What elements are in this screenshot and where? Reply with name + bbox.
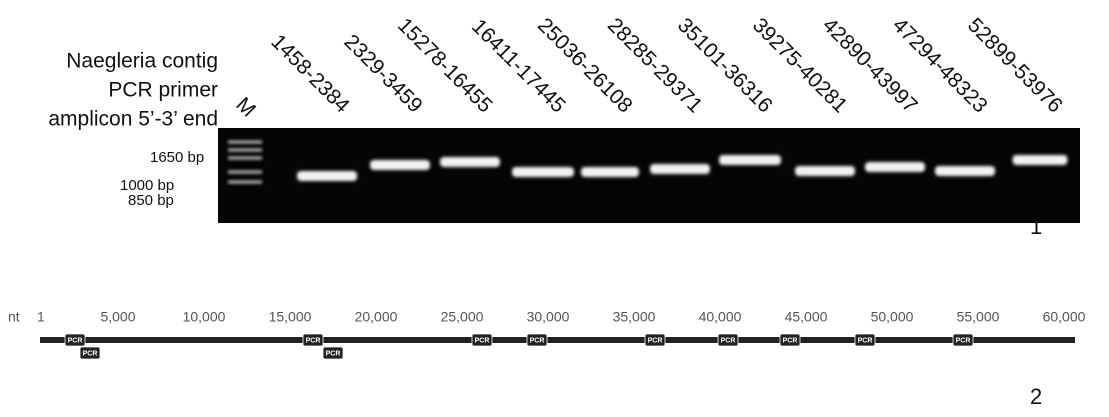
contig-line	[40, 337, 1075, 343]
primer-tag: PCR	[306, 337, 321, 344]
band	[865, 162, 925, 172]
band	[935, 166, 995, 176]
primer-box	[471, 333, 493, 347]
gel	[218, 128, 1080, 223]
map-tick-label: 5,000	[100, 309, 135, 325]
primer-tag: PCR	[956, 337, 971, 344]
band	[795, 166, 855, 176]
map-tick-label: 20,000	[355, 309, 398, 325]
primer-box	[79, 346, 101, 360]
panel-label: 1	[1030, 214, 1042, 239]
map-tick-label: 15,000	[269, 309, 312, 325]
map-tick-label: 45,000	[785, 309, 828, 325]
primer-tag: PCR	[530, 337, 545, 344]
primer-box	[779, 333, 801, 347]
panel-label: 2	[1030, 384, 1042, 409]
primer-box	[854, 333, 876, 347]
size-label: 850 bp	[128, 192, 174, 209]
heading: PCR primer	[108, 79, 218, 102]
ladder-band	[228, 148, 262, 152]
band	[512, 167, 574, 177]
primer-tag: PCR	[326, 350, 341, 357]
map-tick-label: 25,000	[441, 309, 484, 325]
map-tick-label: 10,000	[183, 309, 226, 325]
ladder-band	[228, 156, 262, 160]
ladder-band	[228, 140, 262, 144]
primer-tag: PCR	[721, 337, 736, 344]
map-tick-label: 35,000	[613, 309, 656, 325]
primer-box	[64, 333, 86, 347]
primer-tag: PCR	[475, 337, 490, 344]
primer-box	[952, 333, 974, 347]
heading: amplicon 5’-3’ end	[48, 108, 218, 131]
map-tick-label: 60,000	[1043, 309, 1086, 325]
map-tick-label: 50,000	[871, 309, 914, 325]
size-label: 1000 bp	[120, 177, 174, 194]
band	[297, 171, 357, 181]
primer-box	[302, 333, 324, 347]
ladder-band	[228, 170, 262, 174]
lane-label: 1458-2384	[267, 30, 355, 118]
size-label: 1650 bp	[150, 149, 204, 166]
band	[370, 160, 430, 170]
map-tick-label: 30,000	[527, 309, 570, 325]
band	[719, 155, 781, 165]
band	[650, 164, 710, 174]
primer-tag: PCR	[68, 337, 83, 344]
primer-tag: PCR	[858, 337, 873, 344]
band	[440, 157, 500, 167]
map-unit: nt	[8, 309, 20, 325]
primer-tag: PCR	[648, 337, 663, 344]
ladder-band	[228, 180, 262, 184]
map-tick-label: 55,000	[957, 309, 1000, 325]
marker-lane: M	[231, 93, 260, 122]
primer-box	[322, 346, 344, 360]
map-tick-label: 40,000	[699, 309, 742, 325]
band	[581, 167, 639, 177]
primer-tag: PCR	[83, 350, 98, 357]
heading: Naegleria contig	[66, 50, 218, 73]
primer-box	[717, 333, 739, 347]
primer-box	[526, 333, 548, 347]
primer-box	[644, 333, 666, 347]
band	[1012, 155, 1068, 165]
map-tick-label: 1	[37, 309, 45, 325]
primer-tag: PCR	[783, 337, 798, 344]
